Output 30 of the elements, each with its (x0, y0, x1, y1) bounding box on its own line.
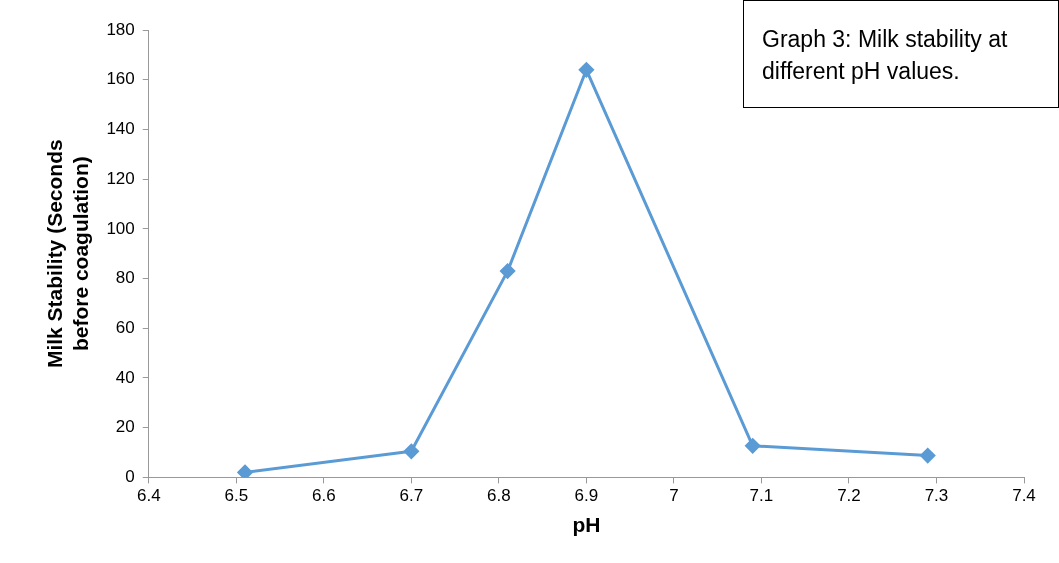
y-tick-label: 80 (115, 268, 135, 288)
y-tick-label: 60 (115, 317, 135, 337)
text: Graph 3: Milk stability at different pH values. (743, 0, 1059, 108)
x-tick-label: 6.8 (487, 486, 511, 506)
x-tick-label: 7.4 (1012, 486, 1036, 506)
x-tick-label: 7.2 (837, 486, 861, 506)
x-tick-label: 7.3 (924, 486, 949, 506)
y-tick-label: 40 (115, 367, 135, 387)
x-tick-label: 6.5 (224, 486, 249, 506)
y-tick-label: 100 (106, 218, 135, 238)
x-tick-label: 6.4 (136, 486, 161, 506)
point (237, 464, 253, 478)
point (745, 438, 761, 454)
y-tick-label: 160 (106, 69, 135, 89)
y-tick-label: 140 (106, 119, 135, 139)
point (920, 448, 936, 464)
point (578, 62, 594, 78)
x-tick-label: 7.1 (749, 486, 774, 506)
y-tick-label: 180 (106, 19, 135, 39)
point (403, 443, 419, 459)
point (500, 263, 516, 279)
x-tick-label: 6.7 (399, 486, 424, 506)
y-tick-label: 120 (106, 168, 135, 188)
x-axis-title: pH (572, 513, 601, 537)
x-tick-label: 6.6 (311, 486, 336, 506)
y-tick-label: 20 (115, 417, 135, 437)
y-axis-title: Milk Stability (Seconds before coagulation) (43, 139, 92, 369)
x-tick-label: 7 (669, 486, 679, 506)
y-tick-label: 0 (125, 467, 135, 487)
x-tick-label: 6.9 (574, 486, 599, 506)
